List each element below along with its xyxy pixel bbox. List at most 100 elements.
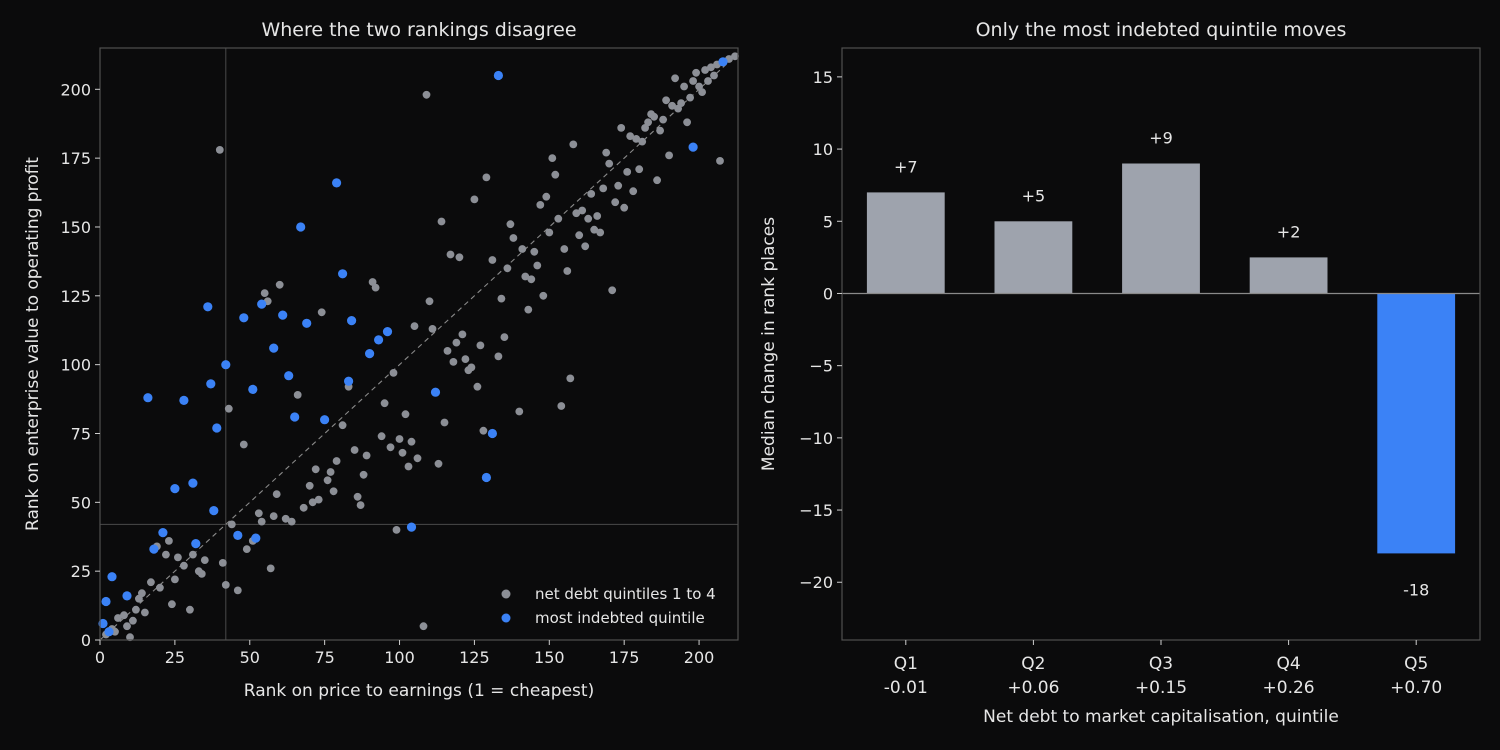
point-quintiles-1-4 xyxy=(536,201,545,209)
y-tick-label: 0 xyxy=(81,631,91,650)
point-quintiles-1-4 xyxy=(186,605,194,614)
point-quintiles-1-4 xyxy=(395,435,404,443)
bar-data-label: +9 xyxy=(1149,129,1173,148)
point-quintiles-1-4 xyxy=(410,322,419,330)
point-quintiles-1-4 xyxy=(563,267,572,275)
point-quintiles-1-4 xyxy=(626,132,635,141)
point-most-indebted xyxy=(191,539,201,549)
point-quintiles-1-4 xyxy=(611,198,620,207)
point-quintiles-1-4 xyxy=(138,589,146,598)
point-quintiles-1-4 xyxy=(467,363,476,372)
point-quintiles-1-4 xyxy=(126,633,134,642)
point-most-indebted xyxy=(487,428,497,439)
point-quintiles-1-4 xyxy=(680,82,688,91)
legend-marker-quintiles-1-4 xyxy=(501,589,511,599)
bar-q1 xyxy=(866,192,945,294)
point-quintiles-1-4 xyxy=(683,118,691,127)
point-quintiles-1-4 xyxy=(440,418,449,427)
point-quintiles-1-4 xyxy=(461,355,470,363)
point-quintiles-1-4 xyxy=(548,154,557,163)
point-quintiles-1-4 xyxy=(380,399,389,408)
y-tick-label: 50 xyxy=(71,493,91,512)
point-quintiles-1-4 xyxy=(227,520,236,529)
x-tick-label: 25 xyxy=(165,648,185,667)
point-quintiles-1-4 xyxy=(428,325,437,333)
point-quintiles-1-4 xyxy=(221,581,230,589)
point-quintiles-1-4 xyxy=(707,63,715,72)
point-quintiles-1-4 xyxy=(350,446,359,454)
point-most-indebted xyxy=(718,57,728,67)
point-quintiles-1-4 xyxy=(239,440,248,449)
point-quintiles-1-4 xyxy=(281,514,290,523)
point-quintiles-1-4 xyxy=(132,605,140,614)
point-most-indebted xyxy=(203,302,213,312)
point-quintiles-1-4 xyxy=(605,159,614,168)
point-quintiles-1-4 xyxy=(560,245,569,253)
point-quintiles-1-4 xyxy=(458,330,467,339)
scatter-panel: Where the two rankings disagree 0 25 50 75 1… xyxy=(23,19,739,701)
point-quintiles-1-4 xyxy=(644,118,652,127)
point-most-indebted xyxy=(257,299,267,309)
point-quintiles-1-4 xyxy=(662,96,670,105)
point-quintiles-1-4 xyxy=(599,184,608,193)
point-quintiles-1-4 xyxy=(257,517,266,526)
point-quintiles-1-4 xyxy=(638,137,647,146)
point-most-indebted xyxy=(481,472,491,483)
point-quintiles-1-4 xyxy=(530,247,539,256)
x-tick-label: 100 xyxy=(384,648,415,667)
point-quintiles-1-4 xyxy=(371,283,380,292)
point-quintiles-1-4 xyxy=(545,228,554,237)
point-quintiles-1-4 xyxy=(665,151,673,160)
point-quintiles-1-4 xyxy=(554,214,563,223)
point-most-indebted xyxy=(104,627,114,637)
bars xyxy=(866,163,1456,554)
point-quintiles-1-4 xyxy=(362,451,371,460)
x-tick-label: 150 xyxy=(534,648,565,667)
point-quintiles-1-4 xyxy=(129,616,137,625)
point-quintiles-1-4 xyxy=(434,459,443,468)
point-quintiles-1-4 xyxy=(515,407,524,416)
bar-data-label: +5 xyxy=(1022,186,1046,205)
point-most-indebted xyxy=(290,412,300,422)
point-quintiles-1-4 xyxy=(425,297,434,306)
point-quintiles-1-4 xyxy=(593,212,602,220)
point-quintiles-1-4 xyxy=(584,214,593,223)
point-most-indebted xyxy=(430,387,441,397)
point-quintiles-1-4 xyxy=(482,173,491,182)
point-quintiles-1-4 xyxy=(197,570,206,578)
point-quintiles-1-4 xyxy=(581,242,590,251)
point-quintiles-1-4 xyxy=(338,421,347,430)
point-quintiles-1-4 xyxy=(389,369,398,377)
x-tick-label: Q1 -0.01 xyxy=(884,654,928,698)
point-quintiles-1-4 xyxy=(506,220,515,229)
bar-x-ticks: Q1 -0.01 Q2 +0.06 Q3 +0.15 Q4 +0.26 Q5 +0.70 xyxy=(884,640,1442,698)
point-quintiles-1-4 xyxy=(686,93,694,102)
x-tick-label: Q2 +0.06 xyxy=(1007,654,1059,698)
point-most-indebted xyxy=(209,506,219,516)
bar-data-label: +7 xyxy=(894,157,918,176)
point-most-indebted xyxy=(179,395,189,405)
point-quintiles-1-4 xyxy=(224,404,233,413)
scatter-legend: net debt quintiles 1 to 4 most indebted … xyxy=(501,585,716,627)
y-tick-label: −10 xyxy=(799,429,833,448)
point-quintiles-1-4 xyxy=(620,203,629,212)
point-quintiles-1-4 xyxy=(147,578,155,587)
point-quintiles-1-4 xyxy=(656,126,664,135)
y-tick-label: 150 xyxy=(60,218,91,237)
point-quintiles-1-4 xyxy=(317,308,326,317)
point-quintiles-1-4 xyxy=(419,622,428,631)
point-quintiles-1-4 xyxy=(174,553,182,562)
point-quintiles-1-4 xyxy=(359,470,368,479)
point-quintiles-1-4 xyxy=(578,206,587,215)
point-quintiles-1-4 xyxy=(617,124,626,132)
y-tick-label: 25 xyxy=(71,562,91,581)
y-tick-label: −15 xyxy=(799,501,833,520)
point-quintiles-1-4 xyxy=(165,537,173,545)
point-most-indebted xyxy=(188,478,198,488)
point-quintiles-1-4 xyxy=(653,176,661,185)
scatter-y-axis-label: Rank on enterprise value to operating pr… xyxy=(23,157,43,531)
point-most-indebted xyxy=(406,522,417,532)
y-tick-label: 15 xyxy=(813,68,833,87)
point-most-indebted xyxy=(206,379,216,389)
